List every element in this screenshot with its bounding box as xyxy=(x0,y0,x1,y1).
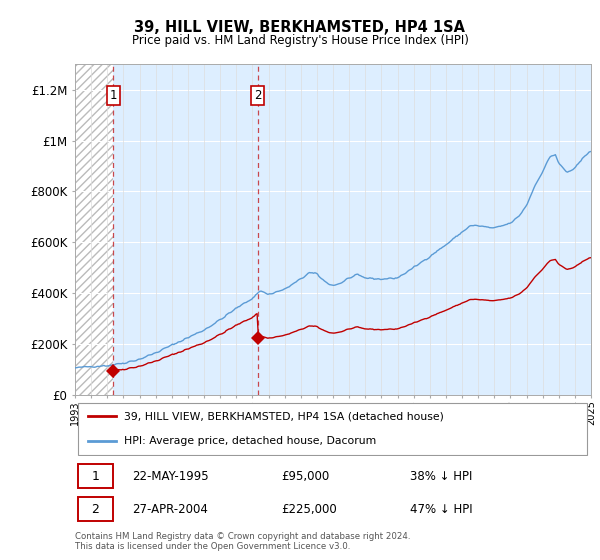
Bar xyxy=(75,64,113,395)
Text: £95,000: £95,000 xyxy=(281,470,329,483)
Text: 1: 1 xyxy=(91,470,99,483)
Text: £225,000: £225,000 xyxy=(281,503,337,516)
Text: Contains HM Land Registry data © Crown copyright and database right 2024.
This d: Contains HM Land Registry data © Crown c… xyxy=(75,532,410,552)
Text: 2: 2 xyxy=(91,503,99,516)
Text: 38% ↓ HPI: 38% ↓ HPI xyxy=(410,470,473,483)
Text: Price paid vs. HM Land Registry's House Price Index (HPI): Price paid vs. HM Land Registry's House … xyxy=(131,34,469,46)
Bar xyxy=(75,64,113,395)
Text: HPI: Average price, detached house, Dacorum: HPI: Average price, detached house, Daco… xyxy=(124,436,376,446)
Bar xyxy=(113,64,591,395)
Bar xyxy=(77,497,113,521)
Text: 2: 2 xyxy=(254,89,261,102)
Text: 22-MAY-1995: 22-MAY-1995 xyxy=(132,470,208,483)
Bar xyxy=(77,464,113,488)
Text: 47% ↓ HPI: 47% ↓ HPI xyxy=(410,503,473,516)
Text: 1: 1 xyxy=(110,89,117,102)
Text: 39, HILL VIEW, BERKHAMSTED, HP4 1SA: 39, HILL VIEW, BERKHAMSTED, HP4 1SA xyxy=(134,20,466,35)
Text: 39, HILL VIEW, BERKHAMSTED, HP4 1SA (detached house): 39, HILL VIEW, BERKHAMSTED, HP4 1SA (det… xyxy=(124,411,444,421)
Text: 27-APR-2004: 27-APR-2004 xyxy=(132,503,208,516)
